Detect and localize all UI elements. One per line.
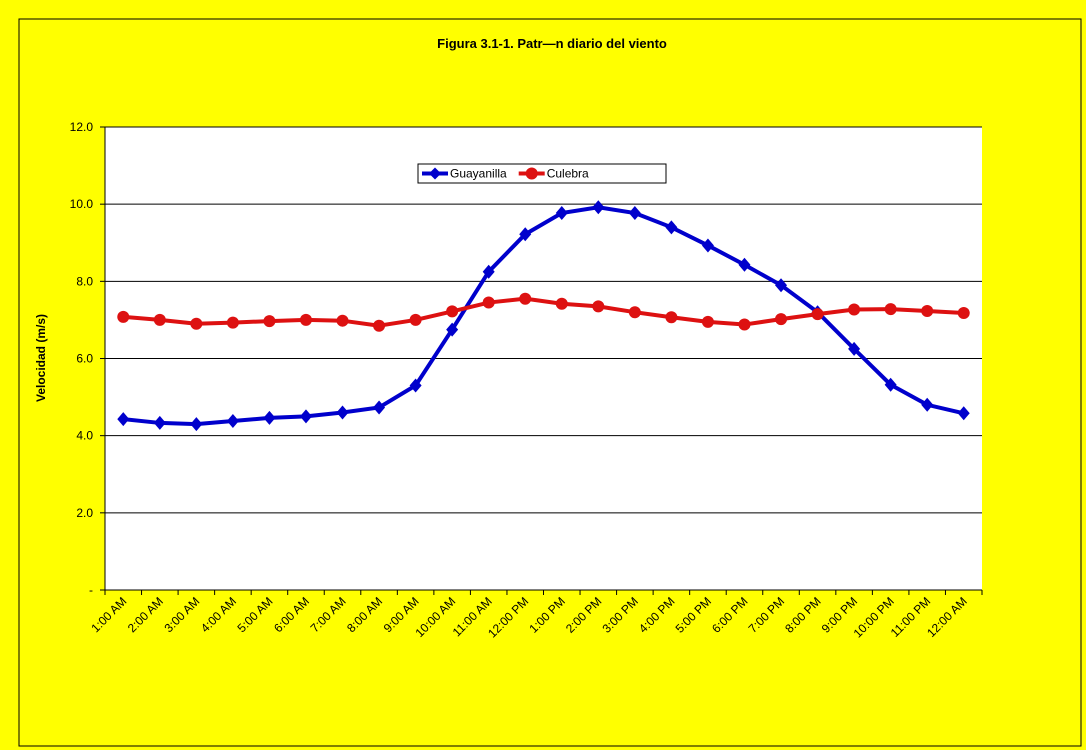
marker — [226, 414, 239, 429]
marker — [153, 415, 166, 430]
y-axis-label: Velocidad (m/s) — [34, 314, 48, 402]
marker — [628, 206, 641, 221]
marker — [701, 238, 714, 253]
marker — [482, 296, 495, 309]
marker — [190, 317, 203, 330]
marker — [957, 306, 970, 319]
marker — [848, 341, 861, 356]
marker — [409, 313, 422, 326]
marker — [665, 220, 678, 235]
y-tick-label: 12.0 — [70, 120, 94, 134]
marker — [884, 377, 897, 392]
marker — [519, 227, 532, 242]
marker — [555, 297, 568, 310]
marker — [555, 206, 568, 221]
marker — [884, 303, 897, 316]
y-tick-label: 10.0 — [70, 197, 94, 211]
marker — [592, 200, 605, 215]
marker — [628, 306, 641, 319]
marker — [153, 313, 166, 326]
marker — [117, 412, 130, 427]
marker — [263, 315, 276, 328]
marker — [336, 405, 349, 420]
marker — [519, 292, 532, 305]
y-tick-label: 8.0 — [76, 274, 93, 288]
marker — [373, 400, 386, 415]
series-line — [123, 296, 964, 328]
marker — [336, 314, 349, 327]
marker — [665, 311, 678, 324]
marker — [299, 409, 312, 424]
marker — [848, 303, 861, 316]
marker — [446, 322, 459, 337]
series-line — [123, 205, 965, 427]
marker — [226, 316, 239, 329]
marker — [592, 300, 605, 313]
marker — [190, 417, 203, 432]
marker — [701, 315, 714, 328]
legend-label: Guayanilla — [450, 167, 507, 181]
legend-label: Culebra — [547, 167, 589, 181]
marker — [738, 257, 751, 272]
y-tick-label: - — [89, 583, 93, 597]
marker — [957, 406, 970, 421]
marker — [373, 319, 386, 332]
marker — [117, 310, 130, 323]
legend-marker — [429, 167, 441, 180]
marker — [921, 305, 934, 318]
marker — [921, 397, 934, 412]
marker — [775, 313, 788, 326]
marker — [482, 264, 495, 279]
chart-title: Figura 3.1-1. Patr—n diario del viento — [437, 36, 667, 51]
marker — [299, 313, 312, 326]
marker — [811, 308, 824, 321]
y-tick-label: 6.0 — [76, 352, 93, 366]
legend-marker — [525, 167, 538, 180]
marker — [409, 378, 422, 393]
marker — [263, 410, 276, 425]
marker — [775, 278, 788, 293]
y-tick-label: 4.0 — [76, 429, 93, 443]
marker — [738, 318, 751, 331]
marker — [446, 305, 459, 318]
y-tick-label: 2.0 — [76, 506, 93, 520]
